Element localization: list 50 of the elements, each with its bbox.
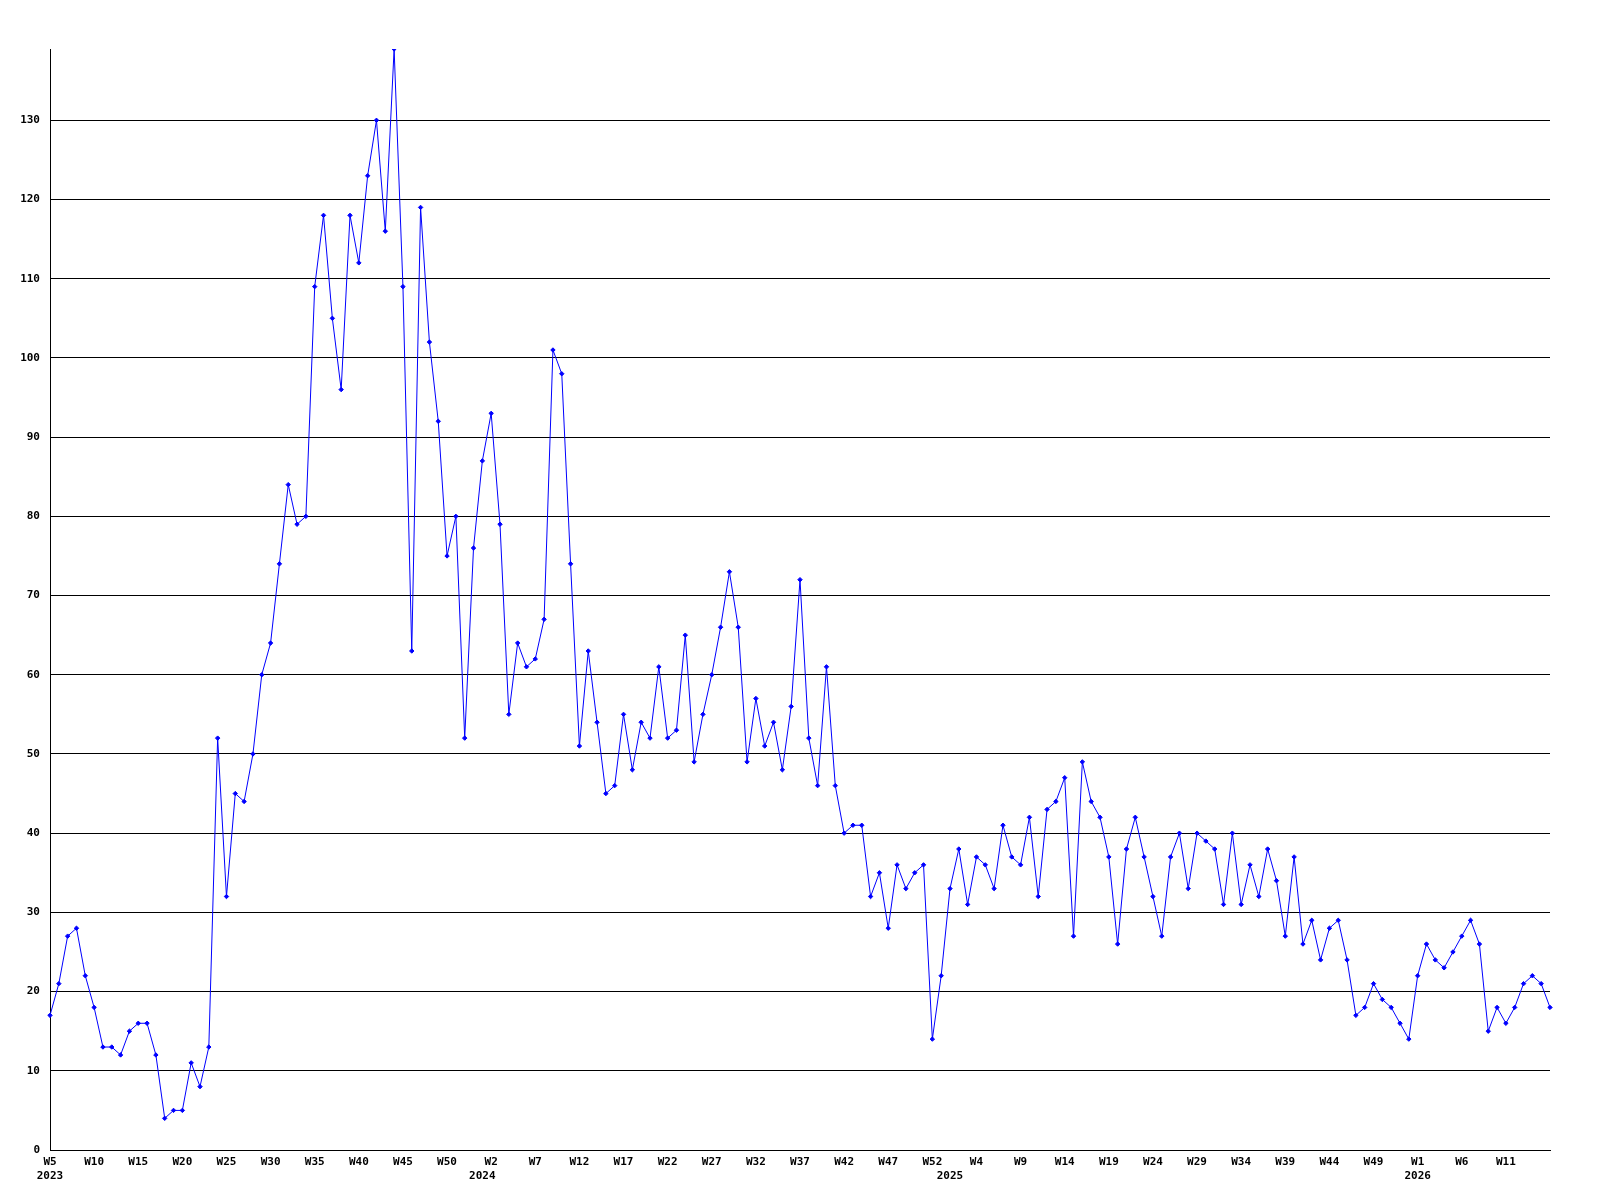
y-tick-label: 40 <box>26 826 40 840</box>
x-tick-label: W5 2023 <box>36 1155 64 1182</box>
y-tick-label: 0 <box>33 1142 40 1156</box>
x-tick-label: W25 <box>216 1155 237 1169</box>
x-tick-label: W44 <box>1319 1155 1340 1169</box>
x-tick-label: W9 <box>1013 1155 1028 1169</box>
x-tick-label: W47 <box>878 1155 899 1169</box>
y-tick-label: 110 <box>20 271 40 285</box>
y-tick-label: 50 <box>26 746 40 760</box>
x-tick-label: W34 <box>1231 1155 1252 1169</box>
y-tick-label: 130 <box>20 113 40 127</box>
x-tick-label: W24 <box>1143 1155 1164 1169</box>
x-tick-label: W15 <box>128 1155 149 1169</box>
x-tick-label: W17 <box>613 1155 634 1169</box>
x-tick-label: W49 <box>1363 1155 1384 1169</box>
y-tick-label: 120 <box>20 192 40 206</box>
x-tick-label: W14 <box>1054 1155 1076 1169</box>
x-tick-label: W42 <box>834 1155 855 1169</box>
y-tick-label: 70 <box>26 588 40 602</box>
y-tick-label: 90 <box>26 429 40 443</box>
x-tick-label: W37 <box>790 1155 810 1169</box>
x-tick-label: W10 <box>84 1155 105 1169</box>
y-tick-label: 20 <box>26 984 40 998</box>
x-tick-label: W50 <box>437 1155 457 1169</box>
x-tick-label: W32 <box>745 1155 766 1169</box>
x-tick-label: W22 <box>657 1155 678 1169</box>
x-tick-label: 2025 <box>936 1168 964 1182</box>
x-tick-label: W12 <box>569 1155 590 1169</box>
y-tick-label: 10 <box>26 1063 40 1077</box>
x-tick-label: W29 <box>1187 1155 1207 1169</box>
x-tick-label: W19 <box>1098 1155 1119 1169</box>
y-tick-label: 100 <box>20 350 40 364</box>
x-tick-label: W4 <box>969 1155 984 1169</box>
x-tick-label: W6 <box>1455 1155 1469 1169</box>
x-tick-label: W30 <box>260 1155 281 1169</box>
x-tick-label: W20 <box>172 1155 193 1169</box>
x-tick-label: W2 <box>484 1155 498 1169</box>
y-tick-label: 80 <box>26 509 40 523</box>
y-tick-label: 30 <box>26 905 40 919</box>
x-tick-label: W39 <box>1275 1155 1296 1169</box>
x-tick-label: 2024 <box>469 1168 496 1182</box>
x-tick-label: W45 <box>393 1155 413 1169</box>
x-tick-label: W40 <box>348 1155 369 1169</box>
x-tick-label: W7 <box>528 1155 542 1169</box>
x-tick-label: W1 2026 <box>1404 1155 1432 1182</box>
x-tick-label: W27 <box>701 1155 722 1169</box>
x-tick-label: W11 <box>1495 1155 1517 1169</box>
x-tick-label: W35 <box>304 1155 325 1169</box>
x-tick-label: W52 <box>922 1155 943 1169</box>
y-tick-label: 60 <box>26 667 40 681</box>
